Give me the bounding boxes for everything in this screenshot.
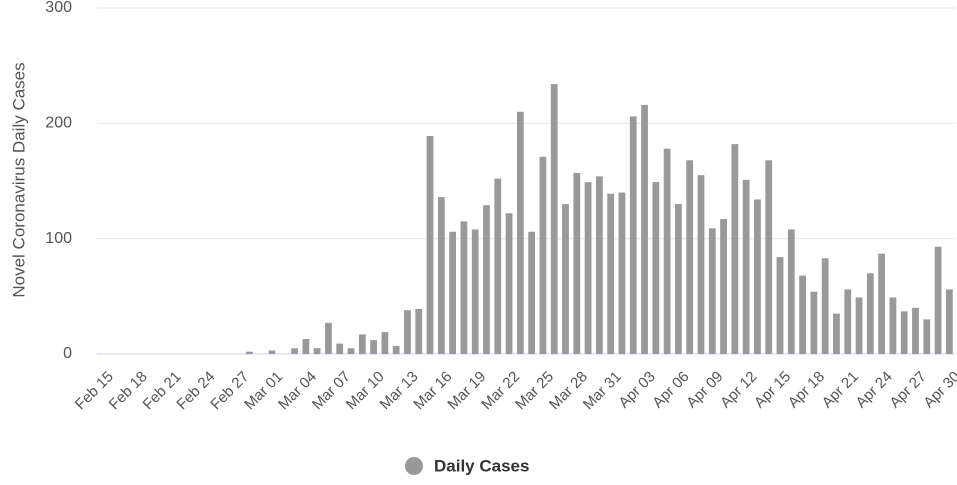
bar bbox=[426, 136, 434, 354]
bar bbox=[697, 175, 705, 354]
x-tick-label: Apr 03 bbox=[615, 368, 658, 411]
x-tick-label: Apr 15 bbox=[751, 368, 794, 411]
bar bbox=[415, 309, 423, 354]
x-tick-label: Apr 12 bbox=[717, 368, 760, 411]
bar bbox=[381, 332, 389, 354]
bar bbox=[607, 193, 615, 354]
bar bbox=[799, 275, 806, 354]
y-axis-label: Novel Coronavirus Daily Cases bbox=[9, 62, 28, 297]
bar bbox=[449, 231, 457, 354]
bar bbox=[291, 348, 298, 354]
bar bbox=[844, 289, 852, 354]
x-tick-label: Mar 31 bbox=[580, 368, 625, 413]
bar bbox=[652, 182, 660, 354]
x-tick-label: Apr 24 bbox=[853, 368, 896, 411]
bar bbox=[246, 351, 253, 354]
legend-label: Daily Cases bbox=[434, 456, 529, 475]
legend-marker bbox=[405, 457, 423, 475]
bar bbox=[934, 246, 942, 354]
bar bbox=[325, 322, 332, 354]
bar bbox=[900, 311, 908, 354]
bar bbox=[878, 253, 886, 354]
bar bbox=[573, 172, 581, 354]
bar bbox=[516, 111, 524, 354]
bar bbox=[629, 116, 637, 354]
bar bbox=[471, 229, 479, 354]
bar bbox=[584, 182, 592, 354]
y-tick-label: 300 bbox=[45, 0, 72, 16]
bar bbox=[754, 199, 761, 354]
x-tick-label: Apr 30 bbox=[920, 368, 957, 411]
bar bbox=[370, 340, 377, 354]
bar bbox=[821, 258, 829, 354]
bar bbox=[618, 192, 626, 354]
bar bbox=[539, 156, 547, 354]
x-tick-label: Apr 21 bbox=[819, 368, 862, 411]
bar bbox=[347, 348, 355, 354]
bar bbox=[889, 297, 897, 354]
y-tick-label: 100 bbox=[45, 230, 72, 247]
bar bbox=[494, 178, 502, 354]
y-tick-label: 200 bbox=[45, 115, 72, 132]
bar bbox=[336, 343, 344, 354]
bar bbox=[945, 289, 953, 354]
bar bbox=[742, 179, 750, 354]
bar bbox=[787, 229, 795, 354]
bar bbox=[731, 144, 739, 354]
x-tick-label: Apr 06 bbox=[649, 368, 692, 411]
bar bbox=[675, 204, 682, 354]
bar bbox=[855, 297, 863, 354]
x-tick-label: Apr 18 bbox=[785, 368, 828, 411]
bar bbox=[686, 160, 694, 354]
bar bbox=[866, 273, 874, 354]
bar bbox=[392, 345, 400, 354]
bar bbox=[460, 221, 468, 354]
bar bbox=[720, 219, 727, 354]
bar bbox=[912, 307, 919, 354]
bar bbox=[528, 231, 536, 354]
bar bbox=[833, 313, 840, 354]
bar bbox=[810, 291, 818, 354]
x-tick-label: Apr 09 bbox=[683, 368, 726, 411]
bar bbox=[313, 348, 321, 354]
x-tick-label: Apr 27 bbox=[886, 368, 929, 411]
bar bbox=[641, 104, 648, 354]
bar bbox=[663, 148, 671, 354]
bar bbox=[776, 257, 784, 354]
bar bbox=[483, 205, 490, 354]
bar bbox=[505, 213, 513, 354]
bar bbox=[595, 176, 603, 354]
bar bbox=[302, 339, 310, 354]
y-tick-label: 0 bbox=[63, 345, 72, 362]
bar bbox=[708, 228, 716, 354]
bar bbox=[437, 197, 445, 354]
bar bbox=[550, 84, 558, 355]
bar bbox=[923, 319, 931, 354]
bar bbox=[268, 350, 276, 354]
bar bbox=[358, 334, 366, 354]
bar bbox=[562, 204, 569, 354]
bar bbox=[765, 160, 773, 354]
bar bbox=[404, 310, 411, 354]
